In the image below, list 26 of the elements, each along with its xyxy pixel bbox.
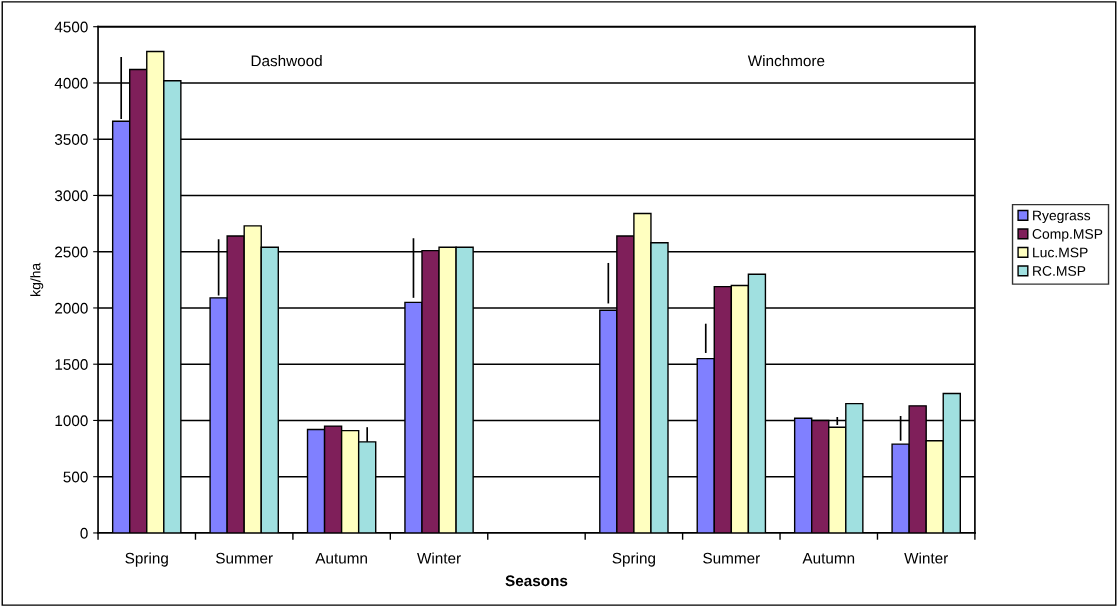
x-tick-label: Winter xyxy=(417,552,461,564)
y-tick-label: 2000 xyxy=(55,302,88,314)
y-tick-label: 1000 xyxy=(55,415,88,427)
y-tick-label: 3000 xyxy=(54,190,88,202)
y-axis-title: kg/ha xyxy=(30,262,44,296)
x-tick-label: Summer xyxy=(703,552,760,564)
y-tick-label: 0 xyxy=(80,527,88,539)
y-tick-label: 2500 xyxy=(55,246,88,258)
legend-label: Luc.MSP xyxy=(1033,247,1088,258)
legend-label: Ryegrass xyxy=(1033,210,1091,224)
y-tick-label: 4500 xyxy=(54,21,88,33)
x-tick-label: Spring xyxy=(125,552,168,567)
x-tick-label: Spring xyxy=(612,552,655,567)
y-tick-label: 4000 xyxy=(54,77,88,89)
legend-label: Comp.MSP xyxy=(1032,229,1103,242)
x-tick-label: Autumn xyxy=(315,552,367,564)
x-axis-title: Seasons xyxy=(505,575,568,587)
x-tick-label: Winter xyxy=(904,552,948,564)
annotation: Winchmore xyxy=(747,55,825,67)
y-tick-label: 500 xyxy=(63,471,88,483)
x-tick-label: Autumn xyxy=(802,552,855,564)
y-tick-label: 1500 xyxy=(55,359,88,370)
y-tick-label: 3500 xyxy=(54,134,88,145)
annotation: Dashwood xyxy=(251,55,322,67)
legend-label: RC.MSP xyxy=(1033,266,1086,276)
x-tick-label: Summer xyxy=(216,552,273,564)
